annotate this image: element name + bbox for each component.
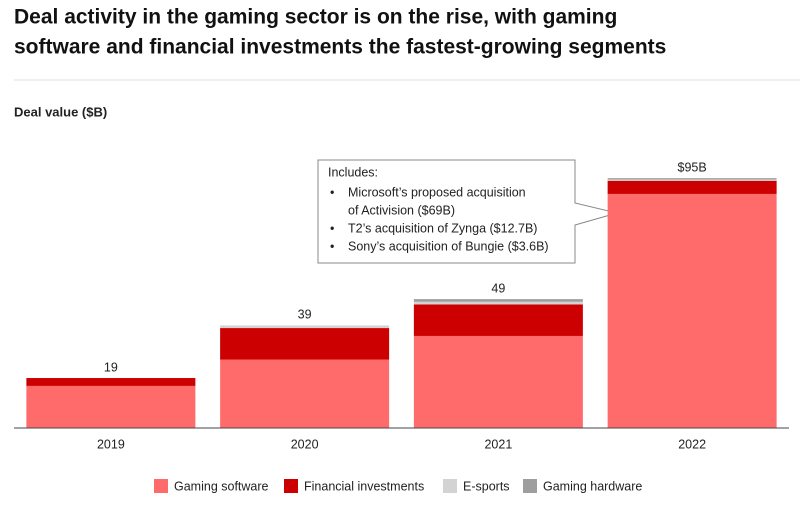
legend-swatch (154, 479, 168, 493)
bar-segment (413, 299, 583, 302)
legend-label: Financial investments (304, 479, 424, 493)
annotation-title: Includes: (328, 165, 378, 179)
bar-segment (220, 328, 390, 360)
bar-segment (26, 385, 196, 428)
annotation-bullet: • (330, 239, 334, 253)
annotation-bullet: • (330, 221, 334, 235)
bar-segment (607, 178, 777, 180)
chart-title: software and financial investments the f… (14, 36, 666, 59)
total-label: 49 (491, 281, 505, 295)
bar-segment (607, 179, 777, 181)
x-tick-label: 2019 (97, 437, 125, 451)
x-tick-label: 2022 (678, 437, 706, 451)
chart-title: Deal activity in the gaming sector is on… (14, 6, 617, 29)
bar-segment (413, 304, 583, 336)
bar-segment (26, 378, 196, 386)
legend-swatch (523, 479, 537, 493)
total-label: 19 (104, 360, 118, 374)
legend-label: E-sports (463, 479, 510, 493)
legend-label: Gaming hardware (543, 479, 642, 493)
legend-swatch (443, 479, 457, 493)
legend-swatch (284, 479, 298, 493)
total-label: $95B (678, 160, 707, 174)
bar-segment (413, 301, 583, 305)
annotation-bullet: • (330, 185, 334, 199)
annotation-item: T2’s acquisition of Zynga ($12.7B) (348, 221, 537, 235)
x-tick-label: 2021 (484, 437, 512, 451)
bar-segment (607, 193, 777, 428)
legend-label: Gaming software (174, 479, 269, 493)
annotation-item: Sony’s acquisition of Bungie ($3.6B) (348, 239, 549, 253)
bar-segment (220, 359, 390, 428)
bar-segment (220, 325, 390, 329)
bar-segment (413, 335, 583, 428)
y-axis-label: Deal value ($B) (14, 104, 107, 119)
annotation-box (317, 159, 619, 264)
annotation-item: Microsoft’s proposed acquisition (348, 185, 526, 199)
x-tick-label: 2020 (291, 437, 319, 451)
bar-segment (607, 180, 777, 194)
annotation-item: of Activision ($69B) (348, 203, 455, 217)
total-label: 39 (298, 308, 312, 322)
